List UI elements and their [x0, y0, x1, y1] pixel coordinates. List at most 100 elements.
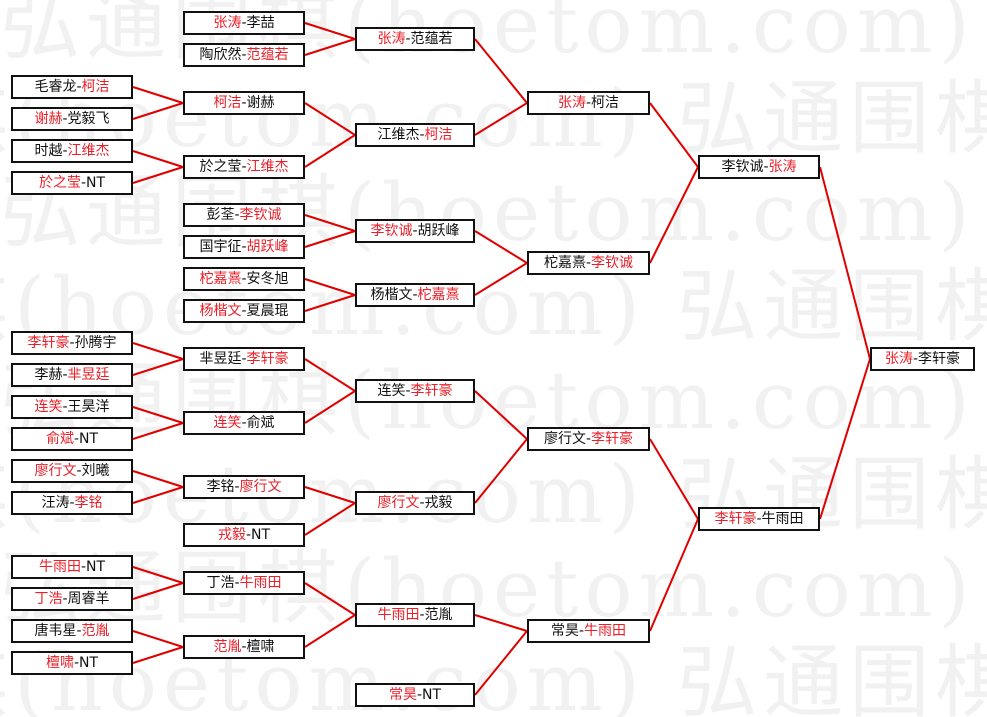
connector-line [304, 582, 356, 616]
match-box: 范胤-檀啸 [183, 635, 305, 659]
connector-line [132, 86, 184, 104]
match-box: 李铭-廖行文 [183, 475, 305, 499]
separator: - [241, 271, 247, 287]
match-box: 李钦诚-胡跃峰 [355, 219, 475, 243]
match-box: 杨楷文-柁嘉熹 [355, 283, 475, 307]
separator: - [62, 399, 68, 415]
match-box: 谢赫-党毅飞 [11, 107, 133, 131]
player-name: 李喆 [246, 15, 275, 31]
connector-line [304, 214, 356, 232]
match-box: 时越-江维杰 [11, 139, 133, 163]
player-name: 汪涛 [41, 495, 70, 511]
player-name: 夏晨琨 [246, 303, 289, 319]
match-box: 牛雨田-NT [11, 555, 133, 579]
player-name: 柯洁 [591, 95, 620, 111]
match-box: 柁嘉熹-安冬旭 [183, 267, 305, 291]
connector-line [304, 614, 356, 648]
player-name: 安冬旭 [246, 271, 289, 287]
winner-name: 李轩豪 [246, 351, 289, 367]
player-name: 牛雨田 [761, 511, 804, 527]
winner-name: 连笑 [34, 399, 63, 415]
match-box: 张涛-李喆 [183, 11, 305, 35]
connector-line [132, 358, 184, 376]
player-name: 江维杰 [377, 127, 420, 143]
winner-name: 范胤 [81, 623, 110, 639]
match-box: 张涛-范蕴若 [355, 27, 475, 51]
connector-line [304, 278, 356, 296]
player-name: 党毅飞 [67, 111, 110, 127]
separator: - [419, 607, 425, 623]
match-box: 唐韦星-范胤 [11, 619, 133, 643]
separator: - [419, 495, 425, 511]
connector-line [132, 406, 184, 424]
player-name: 王昊洋 [67, 399, 110, 415]
winner-name: 李轩豪 [27, 335, 70, 351]
player-name: 彭荃 [206, 207, 235, 223]
connector-line [132, 470, 184, 488]
player-name: 李赫 [34, 367, 63, 383]
player-name: 时越 [34, 143, 63, 159]
player-name: 唐韦星 [34, 623, 77, 639]
winner-name: 檀啸 [45, 655, 74, 671]
match-box: 连笑-俞斌 [183, 411, 305, 435]
connector-line [304, 230, 356, 248]
connector-line [819, 166, 871, 360]
player-name: 胡跃峰 [417, 223, 460, 239]
connector-line [649, 438, 699, 520]
connector-line [474, 630, 528, 696]
separator: - [69, 335, 75, 351]
winner-name: 牛雨田 [239, 575, 282, 591]
separator: - [241, 159, 247, 175]
winner-name: 胡跃峰 [246, 239, 289, 255]
connector-line [819, 358, 871, 520]
connector-line [304, 358, 356, 392]
connector-line [304, 22, 356, 40]
player-name: 刘曦 [81, 463, 110, 479]
player-name: 常昊 [550, 623, 579, 639]
winner-name: 柯洁 [81, 79, 110, 95]
winner-name: 张涛 [768, 159, 797, 175]
connector-line [474, 38, 528, 104]
player-name: 范蕴若 [410, 31, 453, 47]
match-box: 李轩豪-牛雨田 [698, 507, 820, 531]
player-name: 李铭 [206, 479, 235, 495]
separator: - [234, 207, 240, 223]
separator: - [69, 495, 75, 511]
separator: - [62, 111, 68, 127]
winner-name: 李轩豪 [410, 383, 453, 399]
connector-line [304, 486, 356, 504]
winner-name: 柯洁 [213, 95, 242, 111]
player-name: 檀啸 [246, 639, 275, 655]
separator: - [73, 431, 80, 447]
separator: - [405, 31, 411, 47]
connector-line [474, 390, 528, 440]
connector-line [132, 102, 184, 120]
separator: - [585, 95, 592, 111]
match-box: 廖行文-李轩豪 [527, 427, 650, 451]
separator: - [76, 463, 82, 479]
separator: - [585, 255, 592, 271]
match-box: 芈昱廷-李轩豪 [183, 347, 305, 371]
connector-line [304, 502, 356, 536]
winner-name: 廖行文 [34, 463, 77, 479]
separator: - [76, 623, 82, 639]
separator: - [62, 591, 68, 607]
player-name: NT [251, 527, 271, 543]
player-name: NT [79, 655, 99, 671]
match-box: 於之莹-江维杰 [183, 155, 305, 179]
winner-name: 俞斌 [45, 431, 74, 447]
connector-line [304, 294, 356, 312]
match-box: 戎毅-NT [183, 523, 305, 547]
winner-name: 常昊 [388, 687, 417, 703]
match-box: 柁嘉熹-李钦诚 [527, 251, 650, 275]
match-box: 李轩豪-孙腾宇 [11, 331, 133, 355]
winner-name: 杨楷文 [199, 303, 242, 319]
player-name: 李轩豪 [918, 351, 961, 367]
match-box: 廖行文-刘曦 [11, 459, 133, 483]
match-box: 常昊-NT [355, 683, 475, 707]
winner-name: 李钦诚 [239, 207, 282, 223]
separator: - [62, 143, 68, 159]
match-box: 柯洁-谢赫 [183, 91, 305, 115]
winner-name: 李轩豪 [714, 511, 757, 527]
winner-name: 牛雨田 [38, 559, 81, 575]
